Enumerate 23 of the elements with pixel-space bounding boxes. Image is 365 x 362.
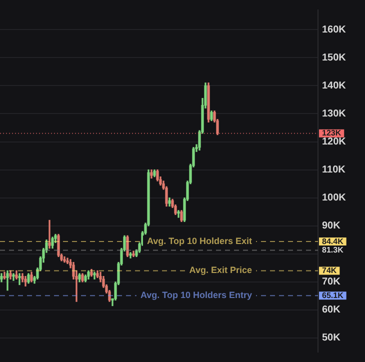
y-tick-label: 140K bbox=[322, 80, 347, 92]
y-tick-label: 60K bbox=[322, 304, 342, 316]
y-tick-label: 130K bbox=[322, 108, 347, 120]
y-tick-label: 160K bbox=[322, 24, 347, 36]
annotation: Avg. Top 10 Holders Entry bbox=[140, 290, 252, 300]
candlestick bbox=[177, 210, 180, 218]
y-tick-label: 90K bbox=[322, 220, 342, 232]
y-tick-label: 70K bbox=[322, 276, 342, 288]
ref-line-label: 74K bbox=[322, 266, 337, 275]
ref-line-label: 81.3K bbox=[322, 245, 344, 254]
candlestick bbox=[12, 273, 15, 281]
candlestick bbox=[48, 220, 51, 249]
candlestick bbox=[18, 273, 21, 286]
y-tick-label: 50K bbox=[322, 332, 342, 344]
y-tick-label: 150K bbox=[322, 52, 347, 64]
annotation: Avg. Exit Price bbox=[189, 265, 252, 276]
ref-line-label: 65.1K bbox=[322, 290, 344, 300]
y-tick-label: 100K bbox=[322, 192, 347, 204]
y-tick-label: 110K bbox=[322, 164, 346, 176]
ref-line-label: 123K bbox=[322, 128, 342, 138]
y-tick-label: 120K bbox=[322, 136, 347, 148]
ref-line-label: 84.4K bbox=[322, 236, 344, 246]
annotation: Avg. Top 10 Holders Exit bbox=[146, 236, 252, 246]
